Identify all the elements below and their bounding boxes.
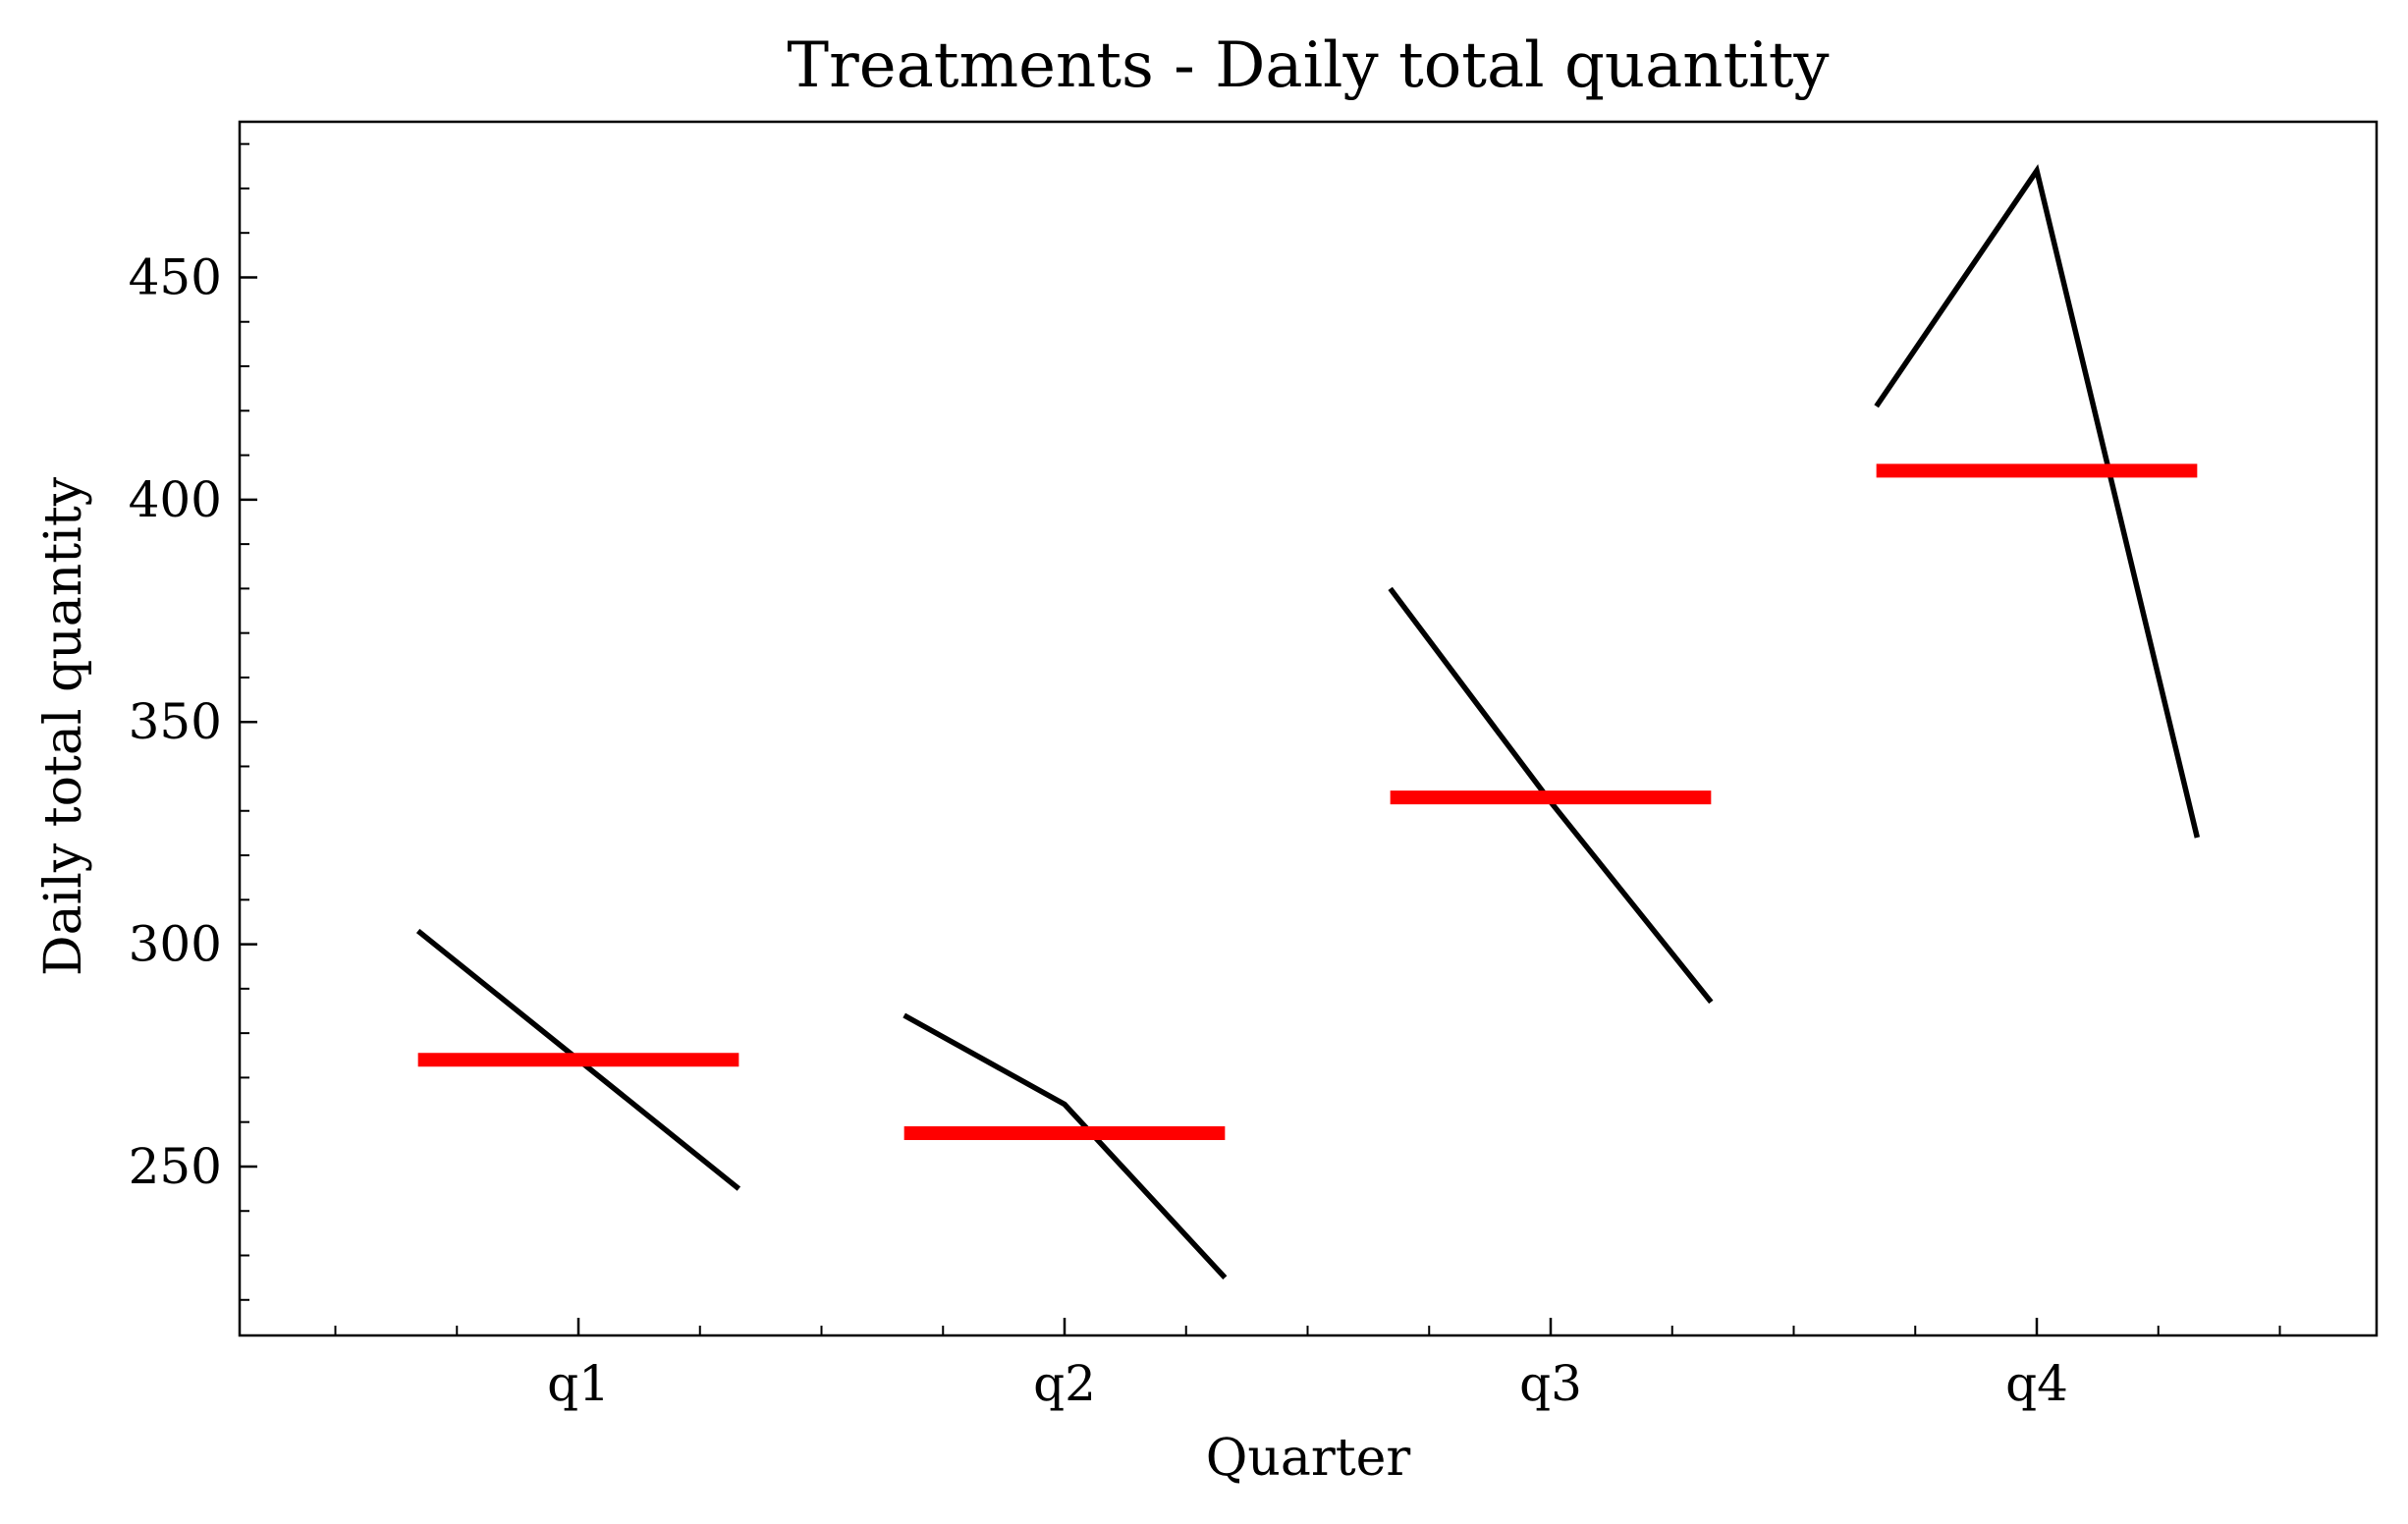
x-tick-label: q1 [547,1355,610,1412]
y-tick-label: 450 [129,248,222,305]
y-tick-label: 300 [129,916,222,973]
trend-line-q4 [1874,164,2201,839]
x-tick-label: q3 [1519,1355,1582,1412]
chart-title: Treatments - Daily total quantity [787,29,1829,102]
x-axis-title: Quarter [1206,1429,1411,1488]
trend-line-q2 [903,1012,1228,1280]
plot-marks [415,164,2201,1280]
x-tick-label: q2 [1033,1355,1096,1412]
axis-ticks: 250 300 350 400 450 q1 q2 q3 q4 [129,142,2281,1412]
y-axis-title: Daily total quantity [34,476,93,976]
y-tick-label: 350 [129,693,222,750]
y-tick-label: 400 [129,471,222,528]
y-tick-label: 250 [129,1138,222,1195]
x-tick-label: q4 [2005,1355,2068,1412]
plot-frame [238,120,2379,1337]
